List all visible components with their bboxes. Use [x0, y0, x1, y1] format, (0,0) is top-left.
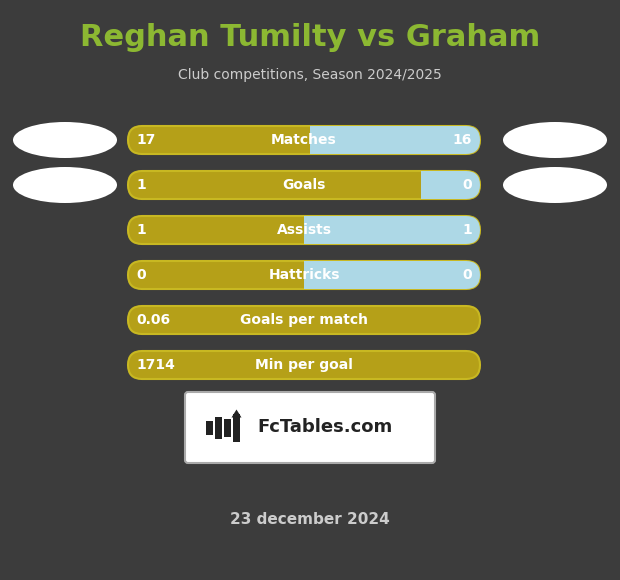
FancyBboxPatch shape: [304, 216, 480, 244]
Ellipse shape: [13, 167, 117, 203]
Text: 23 december 2024: 23 december 2024: [230, 513, 390, 527]
Text: 1: 1: [136, 223, 146, 237]
FancyBboxPatch shape: [128, 171, 480, 199]
Text: Reghan Tumilty vs Graham: Reghan Tumilty vs Graham: [80, 24, 540, 53]
FancyBboxPatch shape: [128, 126, 480, 154]
Bar: [233, 414, 240, 441]
Text: 0.06: 0.06: [136, 313, 170, 327]
Bar: [206, 420, 213, 434]
FancyBboxPatch shape: [128, 261, 480, 289]
Bar: [309, 126, 326, 154]
Ellipse shape: [503, 122, 607, 158]
Ellipse shape: [13, 122, 117, 158]
FancyBboxPatch shape: [309, 126, 480, 154]
Text: 16: 16: [453, 133, 472, 147]
Text: FcTables.com: FcTables.com: [257, 419, 392, 437]
Text: Matches: Matches: [271, 133, 337, 147]
Text: Hattricks: Hattricks: [268, 268, 340, 282]
FancyBboxPatch shape: [185, 392, 435, 463]
Bar: [215, 416, 222, 438]
Text: Goals: Goals: [282, 178, 326, 192]
Text: Min per goal: Min per goal: [255, 358, 353, 372]
FancyBboxPatch shape: [421, 171, 480, 199]
Text: Club competitions, Season 2024/2025: Club competitions, Season 2024/2025: [178, 68, 442, 82]
Text: 0: 0: [463, 178, 472, 192]
Text: Goals per match: Goals per match: [240, 313, 368, 327]
FancyBboxPatch shape: [128, 351, 480, 379]
FancyBboxPatch shape: [128, 216, 480, 244]
Polygon shape: [231, 409, 242, 418]
Bar: [304, 261, 320, 289]
FancyBboxPatch shape: [304, 261, 480, 289]
Text: 17: 17: [136, 133, 156, 147]
Text: 1714: 1714: [136, 358, 175, 372]
Bar: [421, 171, 437, 199]
Text: 1: 1: [136, 178, 146, 192]
Text: 0: 0: [136, 268, 146, 282]
Bar: [304, 216, 320, 244]
Text: Assists: Assists: [277, 223, 332, 237]
Text: 1: 1: [463, 223, 472, 237]
Bar: [224, 419, 231, 437]
Text: 0: 0: [463, 268, 472, 282]
Ellipse shape: [503, 167, 607, 203]
FancyBboxPatch shape: [128, 306, 480, 334]
